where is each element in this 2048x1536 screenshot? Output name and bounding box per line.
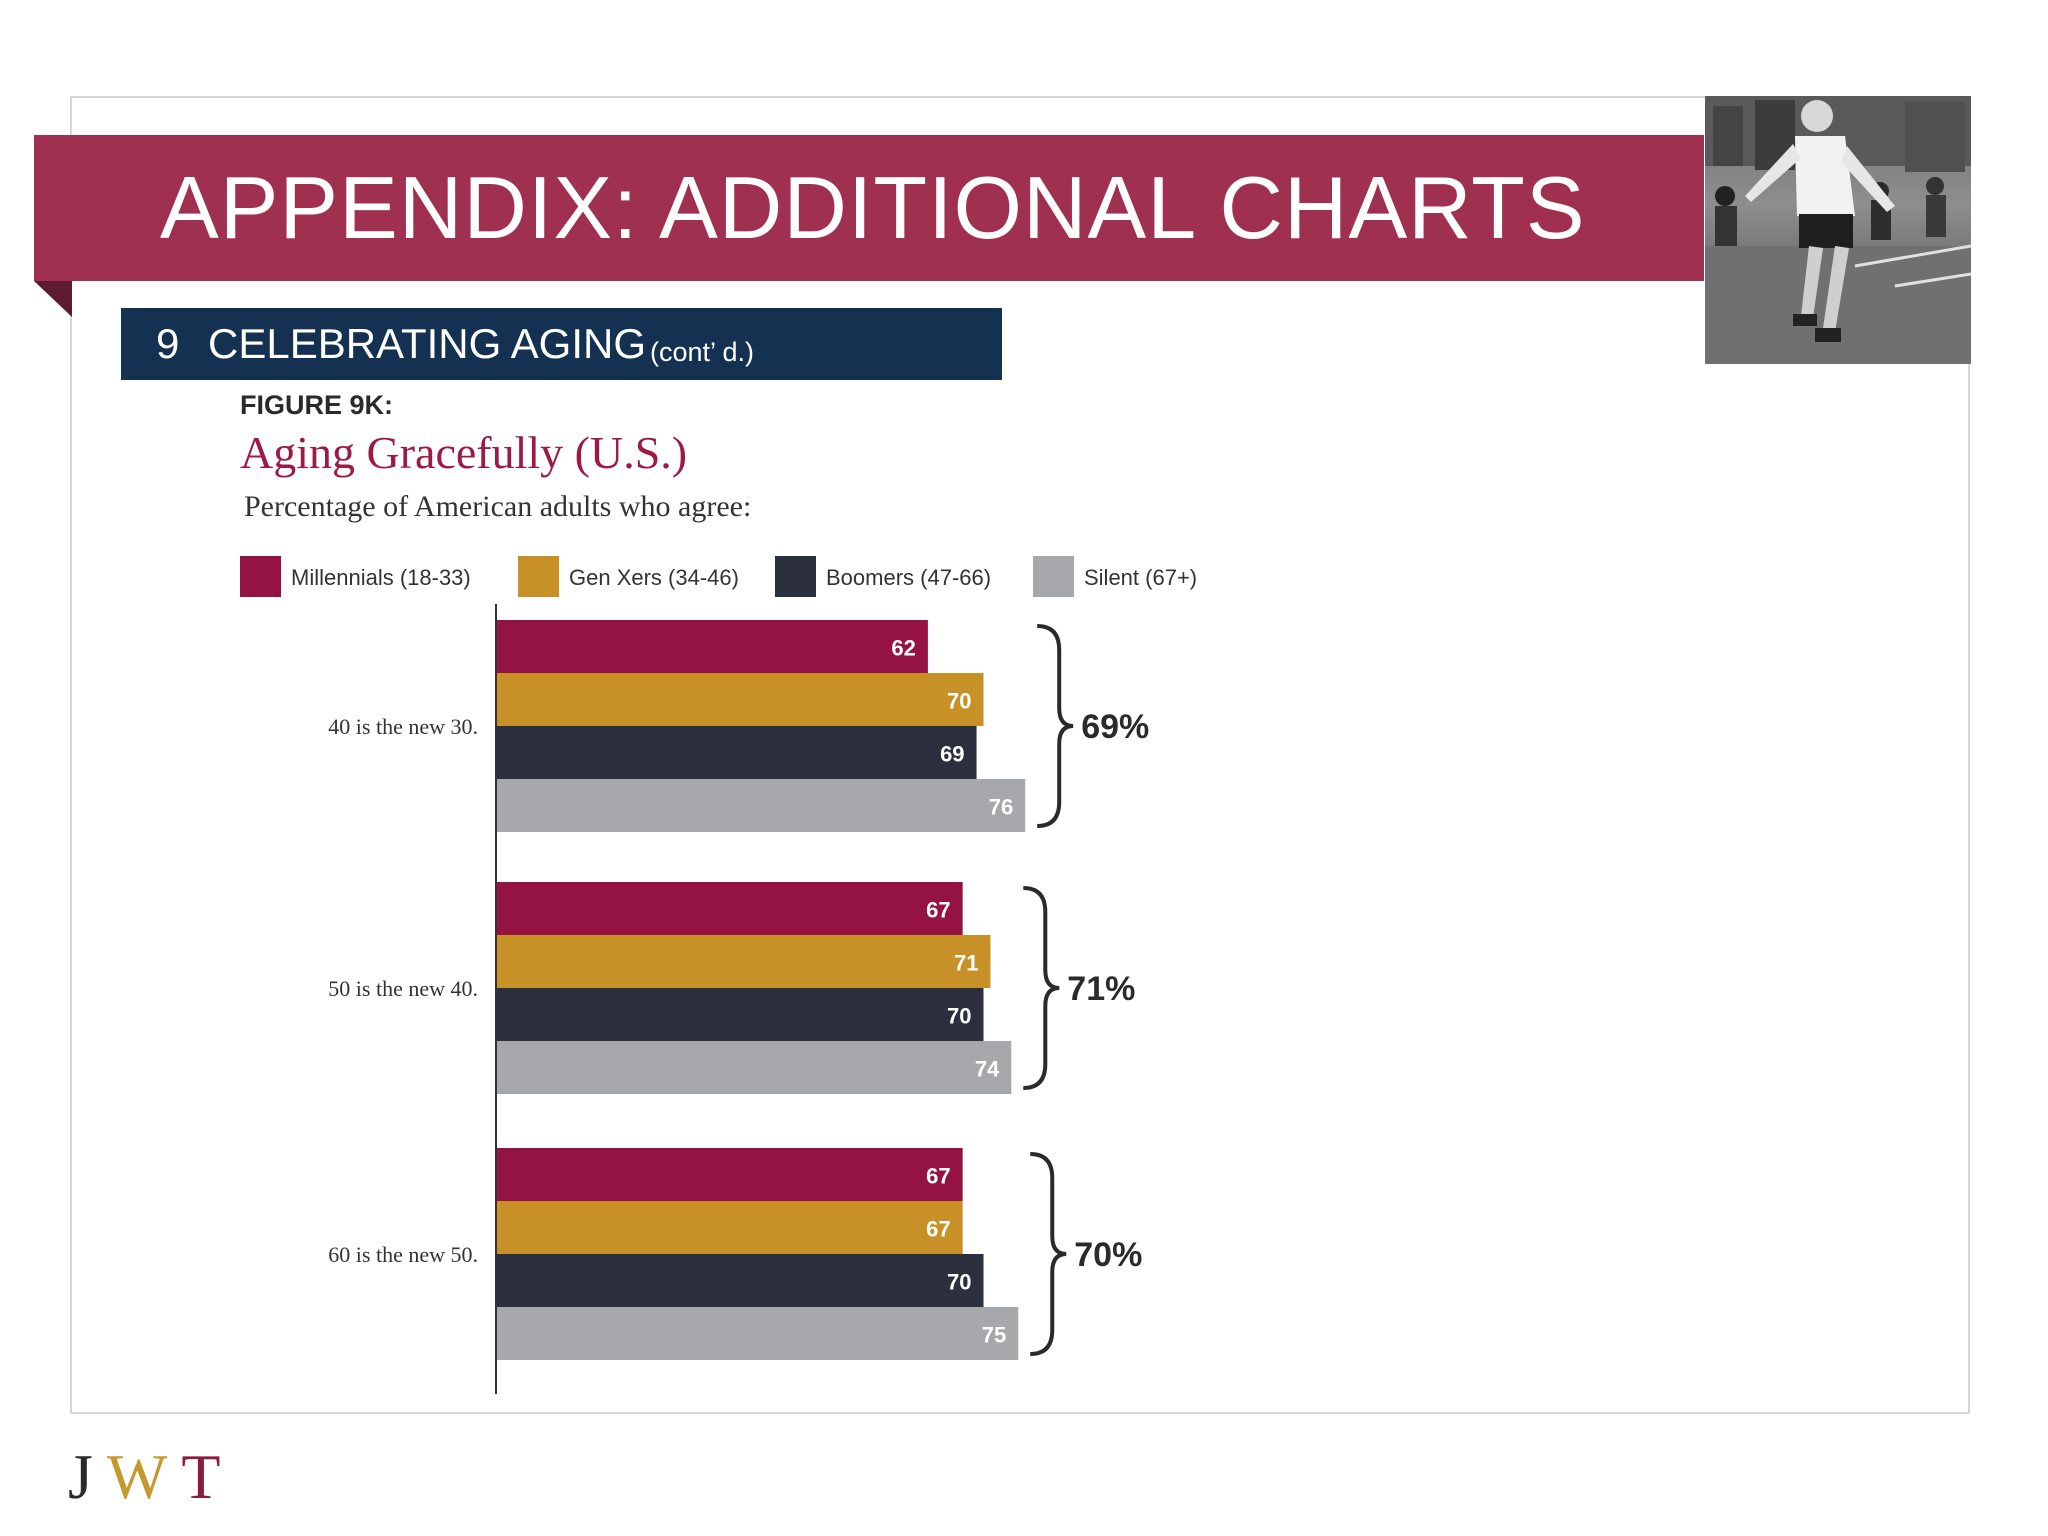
bar-value-label: 67 [926, 1164, 950, 1189]
group-total-label: 70% [1074, 1236, 1142, 1274]
legend-swatch [240, 556, 281, 597]
legend-label: Gen Xers (34-46) [569, 565, 739, 590]
bar-value-label: 67 [926, 1217, 950, 1242]
bar-value-label: 70 [947, 1270, 971, 1295]
bar [497, 1041, 1012, 1094]
group-brace [1037, 624, 1074, 828]
category-label: 40 is the new 30. [328, 714, 478, 739]
runner-photo [1705, 96, 1971, 364]
bar [497, 726, 977, 779]
section-title: CELEBRATING AGING [208, 320, 646, 367]
bar-value-label: 70 [947, 689, 971, 714]
bar [497, 882, 963, 935]
legend-swatch [1033, 556, 1074, 597]
chart-title: Aging Gracefully (U.S.) [240, 427, 688, 478]
bar-value-label: 69 [940, 742, 964, 767]
legend-swatch [518, 556, 559, 597]
legend-label: Silent (67+) [1084, 565, 1197, 590]
bar [497, 1201, 963, 1254]
banner-fold [34, 281, 72, 317]
category-label: 50 is the new 40. [328, 976, 478, 1001]
bar-value-label: 70 [947, 1004, 971, 1029]
group-brace [1023, 886, 1060, 1090]
chart-subtitle: Percentage of American adults who agree: [244, 490, 752, 523]
bar [497, 1307, 1019, 1360]
bar [497, 988, 984, 1041]
figure-label: FIGURE 9K: [240, 390, 394, 420]
logo-letter-j: J [68, 1441, 107, 1512]
bar-value-label: 75 [982, 1323, 1006, 1348]
bar-value-label: 62 [891, 636, 915, 661]
bar [497, 1254, 984, 1307]
legend-label: Boomers (47-66) [826, 565, 991, 590]
bar-value-label: 74 [975, 1057, 1000, 1082]
bar [497, 620, 928, 673]
legend-label: Millennials (18-33) [291, 565, 471, 590]
jwt-logo: JWT [68, 1440, 234, 1514]
title-banner [34, 135, 1704, 281]
section-number: 9 [156, 320, 180, 367]
bar [497, 673, 984, 726]
bar-value-label: 76 [989, 795, 1013, 820]
slide-title: APPENDIX: ADDITIONAL CHARTS [160, 158, 1586, 257]
legend-swatch [775, 556, 816, 597]
bar [497, 1148, 963, 1201]
category-label: 60 is the new 50. [328, 1242, 478, 1267]
logo-letter-t: T [181, 1441, 235, 1512]
group-brace [1030, 1152, 1067, 1356]
section-bar [121, 308, 1002, 380]
bar-value-label: 67 [926, 898, 950, 923]
bar [497, 779, 1026, 832]
bar [497, 935, 991, 988]
bar-value-label: 71 [954, 951, 978, 976]
group-total-label: 71% [1067, 970, 1135, 1008]
section-suffix: (cont’ d.) [650, 337, 755, 367]
logo-letter-w: W [106, 1441, 182, 1512]
group-total-label: 69% [1081, 708, 1149, 746]
